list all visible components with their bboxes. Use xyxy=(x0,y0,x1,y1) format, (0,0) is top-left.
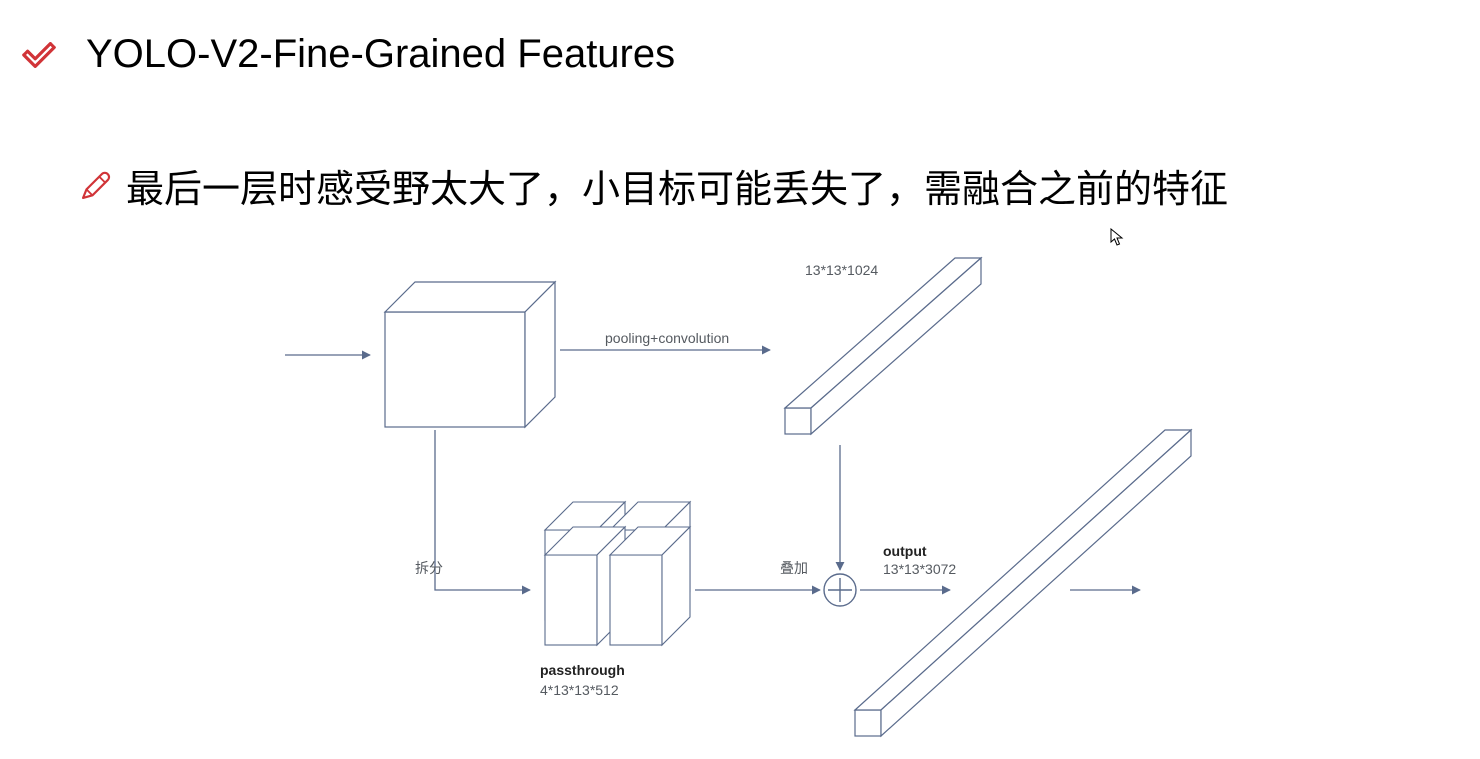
diagram-svg xyxy=(270,250,1190,750)
label-output-title: output xyxy=(883,543,927,559)
page-title: YOLO-V2-Fine-Grained Features xyxy=(86,32,675,77)
subtitle-row: 最后一层时感受野太大了，小目标可能丢失了，需融合之前的特征 xyxy=(78,158,1228,213)
subtitle-text: 最后一层时感受野太大了，小目标可能丢失了，需融合之前的特征 xyxy=(126,158,1228,213)
pencil-icon xyxy=(78,169,112,203)
label-stack: 叠加 xyxy=(780,558,808,578)
check-icon xyxy=(20,36,58,74)
label-output-dim: 13*13*3072 xyxy=(883,561,956,577)
node-output-bar xyxy=(855,430,1191,736)
architecture-diagram: 13*13*1024 pooling+convolution 拆分 叠加 out… xyxy=(270,250,1190,750)
label-pool-conv: pooling+convolution xyxy=(605,330,729,346)
node-bar-top xyxy=(785,258,981,434)
node-concat xyxy=(824,574,856,606)
node-input-cube xyxy=(385,282,555,427)
label-split: 拆分 xyxy=(415,558,443,578)
node-split-group xyxy=(545,502,690,645)
label-passthrough-title: passthrough xyxy=(540,662,625,678)
edge-split xyxy=(435,430,530,590)
title-row: YOLO-V2-Fine-Grained Features xyxy=(20,32,675,77)
label-passthrough-dim: 4*13*13*512 xyxy=(540,682,619,698)
cursor-icon xyxy=(1110,228,1124,246)
label-top-dim: 13*13*1024 xyxy=(805,262,878,278)
